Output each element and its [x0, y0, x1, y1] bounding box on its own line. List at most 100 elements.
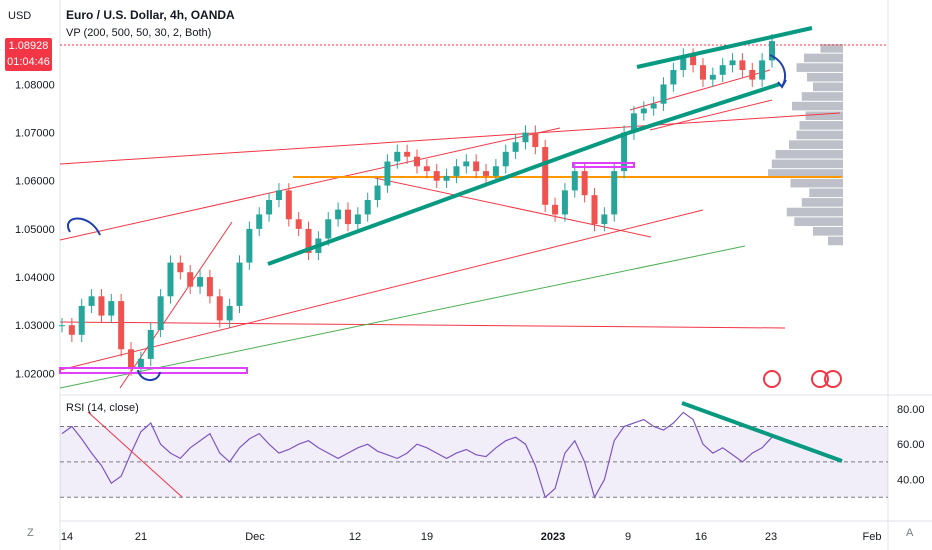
candle-body [699, 65, 706, 80]
candle-body [660, 84, 667, 104]
candle-body [295, 219, 302, 229]
candle-body [443, 175, 450, 181]
time-tick-label: 23 [765, 531, 777, 543]
candle-body [197, 277, 204, 287]
price-tick-label: 1.03000 [15, 320, 55, 332]
candle-body [335, 209, 342, 220]
candle-body [108, 301, 115, 316]
candle-body [325, 219, 332, 239]
candle-body [414, 156, 420, 167]
candle-body [384, 161, 391, 186]
candle-body [630, 113, 637, 133]
candle-body [118, 301, 125, 350]
candle-body [275, 190, 282, 200]
rsi-tick-label: 80.00 [897, 404, 925, 416]
volume-profile-bar [805, 111, 843, 121]
time-tick-label: 14 [61, 531, 73, 543]
time-tick-label: 19 [421, 531, 433, 543]
candle-body [483, 171, 490, 176]
candle-body [749, 70, 756, 80]
horizontal-support-line [59, 321, 786, 329]
candle-body [374, 185, 381, 200]
time-tick-label: 2023 [541, 531, 565, 543]
candle-body [453, 166, 460, 176]
candle-body [621, 132, 628, 172]
candle-body [552, 204, 559, 215]
last-price-value: 1.08928 [8, 40, 49, 52]
candle-body [98, 296, 105, 316]
candle-body [522, 132, 529, 143]
candle-body [216, 296, 223, 321]
candle-body [354, 214, 361, 225]
time-tick-label: Dec [245, 531, 265, 543]
time-tick-label: 12 [349, 531, 361, 543]
volume-profile-bar [790, 178, 843, 188]
flag-event-icon [824, 370, 842, 388]
zoom-button[interactable]: Z [27, 527, 34, 539]
candle-body [650, 103, 657, 109]
candle-body [226, 305, 233, 321]
gap-zone-box [572, 162, 635, 168]
candle-body [640, 108, 647, 114]
rsi-tick-label: 40.00 [897, 475, 925, 487]
candle-body [344, 209, 351, 225]
volume-profile-bar [789, 140, 843, 149]
candle-body [739, 60, 746, 70]
candle-body [59, 325, 65, 327]
long-resistance-line [59, 112, 841, 165]
candle-body [601, 214, 608, 225]
candle-body [187, 272, 194, 287]
volume-profile-bar [775, 149, 843, 159]
hand-drawn-arc [67, 217, 101, 236]
auto-scale-button[interactable]: A [906, 527, 914, 539]
candle-body [147, 330, 154, 359]
candle-body [137, 358, 144, 369]
bar-countdown: 01:04:46 [7, 56, 50, 68]
candle-body [532, 132, 539, 148]
time-tick-label: 9 [625, 531, 631, 543]
symbol-title[interactable]: Euro / U.S. Dollar, 4h, OANDA [66, 8, 235, 22]
lower-channel-line [59, 209, 704, 371]
candle-body [206, 277, 213, 297]
rsi-teal-trendline [681, 401, 843, 463]
price-tick-label: 1.06000 [15, 176, 55, 188]
candle-body [690, 55, 697, 66]
time-tick-label: 16 [695, 531, 707, 543]
price-tick-label: 1.08000 [15, 79, 55, 91]
price-tick-label: 1.04000 [15, 272, 55, 284]
descending-line [374, 177, 652, 238]
candle-body [167, 262, 174, 297]
time-tick-label: Feb [863, 531, 882, 543]
impulse-line [119, 221, 233, 389]
candle-body [177, 262, 184, 273]
rsi-line [61, 411, 773, 499]
candle-body [680, 55, 687, 70]
volume-profile-bar [807, 72, 843, 82]
price-tick-label: 1.02000 [15, 368, 55, 380]
candle-body [157, 296, 164, 330]
volume-profile-bar [804, 53, 843, 63]
candle-body [542, 147, 549, 205]
rsi-indicator-label[interactable]: RSI (14, close) [66, 402, 139, 414]
candle-body [571, 171, 578, 191]
candle-body [236, 262, 243, 306]
hand-drawn-arc [137, 369, 161, 381]
candle-body [68, 325, 75, 335]
rising-trendline-main [267, 131, 629, 266]
candle-body [611, 171, 618, 215]
volume-profile-bar [768, 169, 843, 178]
volume-profile-indicator-label[interactable]: VP (200, 500, 50, 30, 2, Both) [66, 27, 212, 39]
candle-body [719, 65, 726, 75]
candle-body [581, 171, 588, 196]
price-tick-label: 1.05000 [15, 224, 55, 236]
wedge-lower-trendline [627, 82, 781, 135]
candle-body [305, 228, 312, 253]
volume-profile-bar [799, 121, 843, 130]
last-price-badge: 1.08928 01:04:46 [5, 38, 52, 71]
volume-profile-bar [771, 159, 843, 169]
candle-body [512, 142, 519, 152]
volume-profile-bar [796, 130, 843, 140]
currency-label: USD [8, 10, 32, 22]
price-tick-label: 1.07000 [15, 128, 55, 140]
